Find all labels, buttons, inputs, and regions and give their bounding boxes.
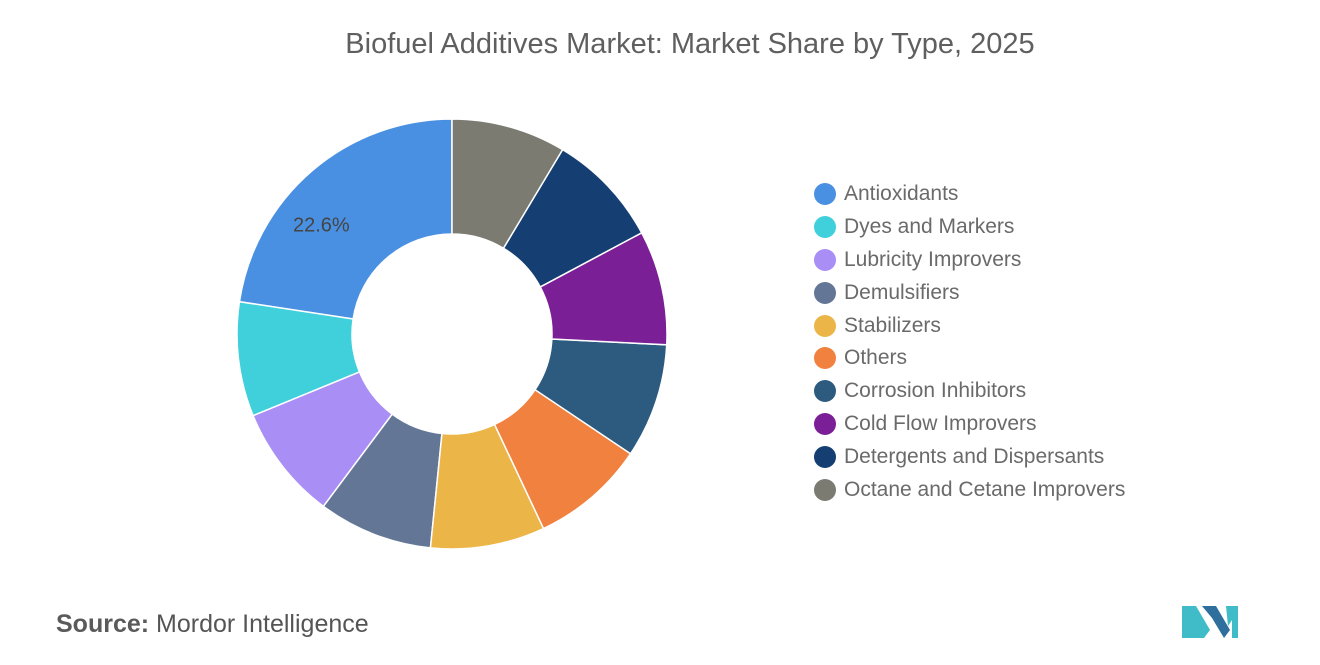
legend-label-demulsifiers: Demulsifiers: [844, 280, 960, 304]
legend-item-octane-and-cetane-improvers: Octane and Cetane Improvers: [814, 473, 1125, 506]
legend-item-corrosion-inhibitors: Corrosion Inhibitors: [814, 375, 1125, 408]
donut-slice-antioxidants: [238, 118, 453, 320]
legend-label-cold-flow-improvers: Cold Flow Improvers: [844, 411, 1037, 435]
legend-swatch-detergents-and-dispersants: [814, 445, 836, 468]
legend-label-antioxidants: Antioxidants: [844, 182, 959, 206]
legend-item-antioxidants: Antioxidants: [814, 178, 1125, 211]
legend-item-stabilizers: Stabilizers: [814, 309, 1125, 342]
chart-legend: Antioxidants Dyes and Markers Lubricity Im…: [814, 178, 1125, 506]
legend-label-dyes-and-markers: Dyes and Markers: [844, 215, 1015, 239]
legend-item-demulsifiers: Demulsifiers: [814, 276, 1125, 309]
legend-item-dyes-and-markers: Dyes and Markers: [814, 211, 1125, 244]
legend-swatch-cold-flow-improvers: [814, 412, 836, 435]
source-label: Source:: [56, 610, 150, 638]
legend-swatch-stabilizers: [814, 314, 836, 337]
legend-label-lubricity-improvers: Lubricity Improvers: [844, 247, 1022, 271]
legend-swatch-others: [814, 347, 836, 370]
mordor-intelligence-logo-icon: [1182, 606, 1238, 638]
donut-chart: 22.6%: [236, 118, 668, 550]
legend-swatch-octane-and-cetane-improvers: [814, 478, 836, 501]
legend-label-octane-and-cetane-improvers: Octane and Cetane Improvers: [844, 477, 1126, 501]
legend-label-detergents-and-dispersants: Detergents and Dispersants: [844, 444, 1105, 468]
legend-item-lubricity-improvers: Lubricity Improvers: [814, 244, 1125, 277]
legend-swatch-demulsifiers: [814, 281, 836, 304]
legend-swatch-antioxidants: [814, 183, 836, 206]
source-note: Source: Mordor Intelligence: [56, 610, 369, 639]
legend-label-others: Others: [844, 346, 908, 370]
chart-title: Biofuel Additives Market: Market Share b…: [345, 28, 1035, 60]
legend-item-cold-flow-improvers: Cold Flow Improvers: [814, 408, 1125, 441]
source-value: Mordor Intelligence: [156, 610, 369, 638]
legend-item-others: Others: [814, 342, 1125, 375]
legend-item-detergents-and-dispersants: Detergents and Dispersants: [814, 440, 1125, 473]
legend-swatch-dyes-and-markers: [814, 216, 836, 239]
legend-label-corrosion-inhibitors: Corrosion Inhibitors: [844, 379, 1027, 403]
data-label-antioxidants: 22.6%: [293, 214, 350, 236]
donut-slice-octane-and-cetane-improvers: [451, 118, 564, 250]
legend-swatch-corrosion-inhibitors: [814, 380, 836, 403]
legend-swatch-lubricity-improvers: [814, 248, 836, 271]
legend-label-stabilizers: Stabilizers: [844, 313, 941, 337]
